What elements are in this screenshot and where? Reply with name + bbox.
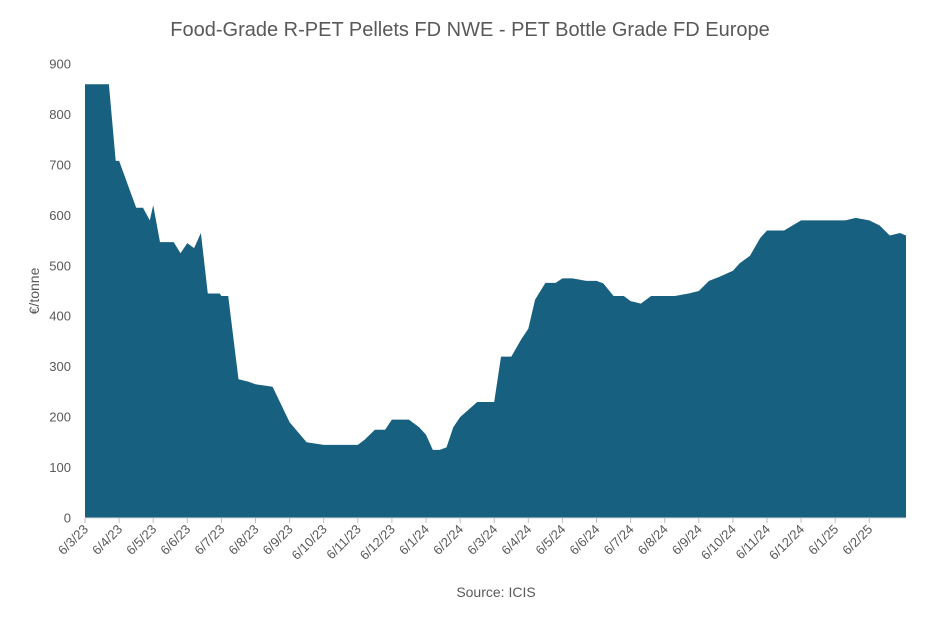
- y-axis: 0 100 200 300 400 500 600 700 800 900: [49, 57, 71, 526]
- y-tick-label: 200: [49, 410, 71, 425]
- x-tick-label: 6/6/23: [157, 522, 193, 558]
- x-tick-label: 6/5/24: [532, 522, 568, 558]
- y-tick-label: 500: [49, 258, 71, 273]
- chart-title: Food-Grade R-PET Pellets FD NWE - PET Bo…: [170, 19, 769, 41]
- x-tick-label: 6/7/24: [601, 522, 637, 558]
- y-axis-label: €/tonne: [26, 267, 42, 314]
- x-tick-label: 6/1/24: [396, 522, 432, 558]
- y-tick-label: 700: [49, 157, 71, 172]
- x-tick-label: 6/5/23: [123, 522, 159, 558]
- source-note: Source: ICIS: [456, 584, 535, 600]
- x-tick-label: 6/3/24: [464, 522, 500, 558]
- x-tick-label: 6/3/23: [55, 522, 91, 558]
- x-tick-label: 6/1/25: [805, 522, 841, 558]
- y-tick-label: 900: [49, 57, 71, 72]
- area-series: [85, 84, 906, 518]
- y-tick-label: 600: [49, 208, 71, 223]
- y-tick-label: 0: [64, 511, 71, 526]
- x-tick-label: 6/2/24: [430, 522, 466, 558]
- x-tick-label: 6/4/24: [498, 522, 534, 558]
- x-tick-label: 6/11/23: [323, 522, 364, 563]
- x-tick-label: 6/6/24: [566, 522, 602, 558]
- x-tick-label: 6/11/24: [733, 522, 774, 563]
- y-tick-label: 300: [49, 359, 71, 374]
- y-tick-label: 800: [49, 107, 71, 122]
- x-tick-label: 6/8/24: [635, 522, 671, 558]
- x-tick-label: 6/12/23: [357, 522, 398, 563]
- x-tick-label: 6/8/23: [225, 522, 261, 558]
- x-tick-label: 6/7/23: [191, 522, 227, 558]
- x-tick-label: 6/12/24: [766, 522, 807, 563]
- x-tick-label: 6/10/24: [698, 522, 739, 563]
- x-axis: 6/3/236/4/236/5/236/6/236/7/236/8/236/9/…: [55, 518, 875, 563]
- x-tick-label: 6/4/23: [89, 522, 125, 558]
- y-tick-label: 400: [49, 309, 71, 324]
- x-tick-label: 6/10/23: [289, 522, 330, 563]
- x-tick-label: 6/2/25: [839, 522, 875, 558]
- y-tick-label: 100: [49, 460, 71, 475]
